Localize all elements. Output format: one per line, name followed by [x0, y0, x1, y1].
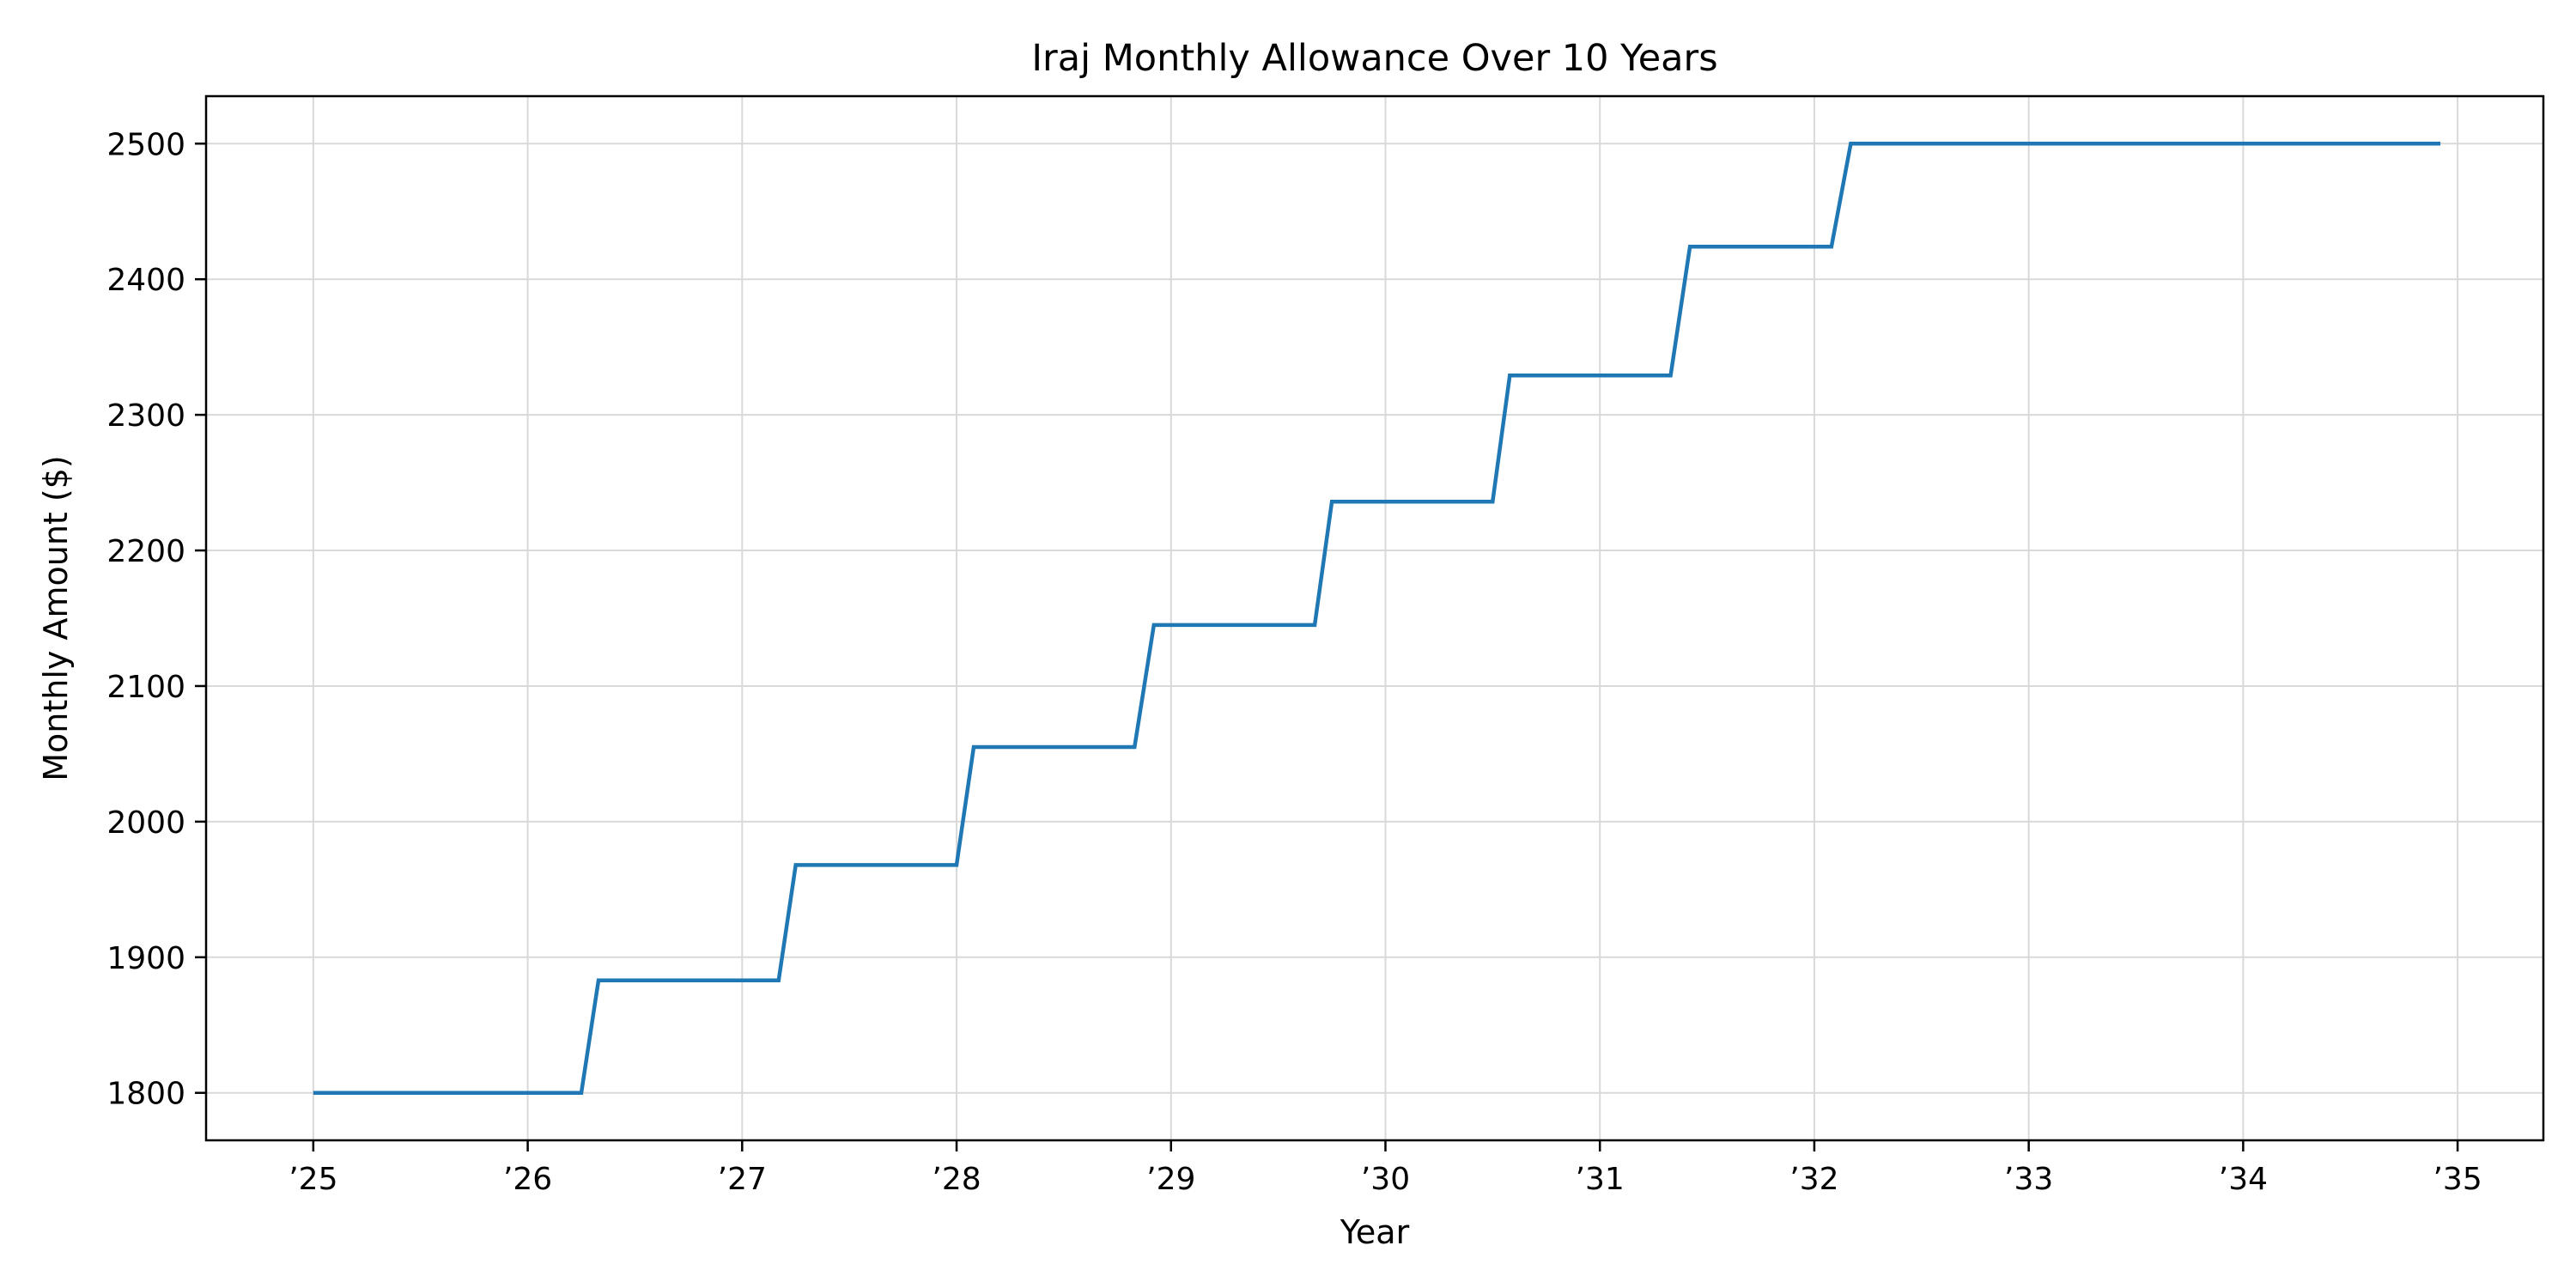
x-tick-label: ’33 [2004, 1162, 2053, 1197]
x-tick-label: ’30 [1361, 1162, 1410, 1197]
y-axis-label: Monthly Amount ($) [37, 455, 75, 781]
x-axis: ’25 ’26 ’27 ’28 ’29 ’30 ’31 ’32 ’33 ’34 ’35 [289, 1140, 2482, 1197]
x-tick-label: ’25 [289, 1162, 337, 1197]
y-tick-label: 1800 [106, 1077, 185, 1112]
x-tick-label: ’27 [718, 1162, 767, 1197]
y-tick-label: 1900 [106, 941, 185, 976]
x-tick-label: ’32 [1789, 1162, 1838, 1197]
chart-title: Iraj Monthly Allowance Over 10 Years [1031, 37, 1717, 80]
y-tick-label: 2400 [106, 263, 185, 298]
x-axis-label: Year [1340, 1213, 1410, 1251]
x-tick-label: ’26 [503, 1162, 552, 1197]
x-tick-label: ’29 [1146, 1162, 1195, 1197]
series-layer [313, 142, 2441, 1095]
y-tick-label: 2300 [106, 398, 185, 434]
x-tick-label: ’28 [932, 1162, 981, 1197]
y-tick-label: 2200 [106, 534, 185, 569]
x-tick-label: ’35 [2433, 1162, 2482, 1197]
y-tick-label: 2500 [106, 127, 185, 162]
x-tick-label: ’31 [1576, 1162, 1625, 1197]
grid [206, 96, 2543, 1140]
y-tick-label: 2100 [106, 670, 185, 705]
plot-frame [204, 94, 2545, 1142]
series-line [313, 142, 2441, 1095]
x-tick-label: ’34 [2219, 1162, 2268, 1197]
y-tick-label: 2000 [106, 805, 185, 841]
y-axis: 1800 1900 2000 2100 2200 2300 2400 2500 [106, 127, 206, 1112]
